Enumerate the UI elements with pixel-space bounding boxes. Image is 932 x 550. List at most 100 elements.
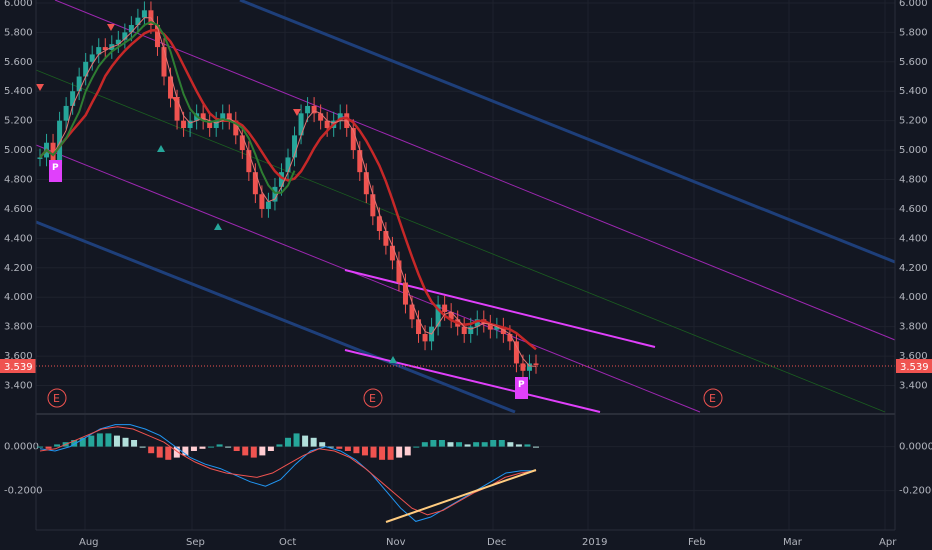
candle-body[interactable] xyxy=(292,135,298,158)
sell-signal-marker[interactable] xyxy=(107,24,115,31)
pattern-label: P xyxy=(52,163,59,173)
candle-body[interactable] xyxy=(507,334,513,342)
event-marker[interactable] xyxy=(703,388,723,408)
buy-signal-marker[interactable] xyxy=(157,145,165,152)
candle-body[interactable] xyxy=(520,363,526,371)
event-marker[interactable] xyxy=(47,388,67,408)
candle-body[interactable] xyxy=(461,326,467,335)
candle-body[interactable] xyxy=(494,326,500,330)
candle-body[interactable] xyxy=(187,120,193,129)
candle-body[interactable] xyxy=(168,76,174,99)
macd-histogram-bar xyxy=(156,446,163,458)
candle-body[interactable] xyxy=(422,334,428,342)
macd-histogram-bar xyxy=(361,446,368,456)
macd-histogram-bar xyxy=(71,440,78,447)
candle-body[interactable] xyxy=(265,201,271,209)
candle-body[interactable] xyxy=(448,311,454,320)
candle-body[interactable] xyxy=(63,105,69,121)
macd-histogram-bar xyxy=(404,446,411,456)
candle-body[interactable] xyxy=(246,150,252,173)
candle-body[interactable] xyxy=(226,113,232,121)
price-tick-label: 4.800 xyxy=(899,175,928,186)
candle-body[interactable] xyxy=(357,150,363,173)
candle-body[interactable] xyxy=(285,157,291,173)
macd-tick-label: 0.0000 xyxy=(4,442,39,453)
macd-histogram-bar xyxy=(490,440,497,447)
candle-body[interactable] xyxy=(70,91,76,106)
candle-body[interactable] xyxy=(396,260,402,283)
candle-body[interactable] xyxy=(435,304,441,327)
candle-body[interactable] xyxy=(311,105,317,114)
candle-body[interactable] xyxy=(128,25,134,33)
candle-body[interactable] xyxy=(298,113,304,136)
candle-body[interactable] xyxy=(350,128,356,151)
candle-body[interactable] xyxy=(96,47,102,55)
candle-body[interactable] xyxy=(233,120,239,136)
candle-body[interactable] xyxy=(135,17,141,26)
candle-body[interactable] xyxy=(181,120,187,129)
candle-body[interactable] xyxy=(220,113,226,121)
candle-body[interactable] xyxy=(154,25,160,48)
candle-body[interactable] xyxy=(416,319,422,335)
time-tick-label: Apr xyxy=(879,537,897,548)
candle-body[interactable] xyxy=(102,47,108,51)
candle-body[interactable] xyxy=(259,194,265,209)
candle-body[interactable] xyxy=(318,113,324,121)
candle-body[interactable] xyxy=(513,341,519,364)
candle-body[interactable] xyxy=(442,304,448,312)
channel-lower-line[interactable] xyxy=(35,220,516,414)
candle-body[interactable] xyxy=(161,47,167,77)
pitchfork-upper-line[interactable] xyxy=(54,0,896,341)
candle-body[interactable] xyxy=(89,54,95,62)
price-grid xyxy=(36,2,895,387)
macd-histogram-bar xyxy=(515,444,522,447)
macd-histogram-bar xyxy=(54,444,61,447)
candle-body[interactable] xyxy=(468,326,474,335)
candle-body[interactable] xyxy=(363,172,369,195)
candle-body[interactable] xyxy=(409,304,415,320)
sell-signal-marker[interactable] xyxy=(172,97,180,104)
candle-body[interactable] xyxy=(305,105,311,114)
candle-body[interactable] xyxy=(252,172,258,195)
event-marker[interactable] xyxy=(363,388,383,408)
candle-body[interactable] xyxy=(239,135,245,151)
macd-histogram-bar xyxy=(421,442,428,447)
macd-histogram-bar xyxy=(122,437,129,447)
wedge-lower-line[interactable] xyxy=(344,349,601,413)
pattern-badge[interactable] xyxy=(515,377,528,399)
last-price-right: 3.539 xyxy=(900,362,929,373)
candle-body[interactable] xyxy=(533,363,539,365)
candle-body[interactable] xyxy=(115,39,121,45)
signal-line xyxy=(39,426,537,516)
candle-body[interactable] xyxy=(213,120,219,129)
sell-signal-marker[interactable] xyxy=(293,109,301,116)
candle-body[interactable] xyxy=(376,216,382,232)
candle-body[interactable] xyxy=(487,323,493,330)
candle-body[interactable] xyxy=(272,186,278,202)
candle-body[interactable] xyxy=(324,120,330,129)
candle-body[interactable] xyxy=(370,194,376,217)
channel-upper-line[interactable] xyxy=(239,0,896,264)
candle-body[interactable] xyxy=(526,363,532,371)
candle-body[interactable] xyxy=(383,231,389,246)
candle-body[interactable] xyxy=(37,157,43,159)
candle-body[interactable] xyxy=(402,282,408,305)
sell-signal-marker[interactable] xyxy=(36,84,44,91)
candle-body[interactable] xyxy=(122,32,128,40)
candle-body[interactable] xyxy=(207,120,213,129)
candle-body[interactable] xyxy=(389,245,395,261)
pitchfork-lower-line[interactable] xyxy=(35,144,701,413)
buy-signal-marker[interactable] xyxy=(389,356,397,363)
candle-body[interactable] xyxy=(200,113,206,121)
pattern-badge[interactable] xyxy=(49,160,62,182)
wedge-upper-line[interactable] xyxy=(344,269,656,348)
candle-body[interactable] xyxy=(278,172,284,187)
buy-signal-marker[interactable] xyxy=(214,223,222,230)
candle-body[interactable] xyxy=(337,113,343,121)
candle-body[interactable] xyxy=(76,76,82,92)
candle-body[interactable] xyxy=(141,10,147,18)
candle-body[interactable] xyxy=(174,98,180,121)
candle-body[interactable] xyxy=(474,319,480,327)
candle-body[interactable] xyxy=(83,61,89,77)
macd-histogram-bar xyxy=(302,435,309,447)
